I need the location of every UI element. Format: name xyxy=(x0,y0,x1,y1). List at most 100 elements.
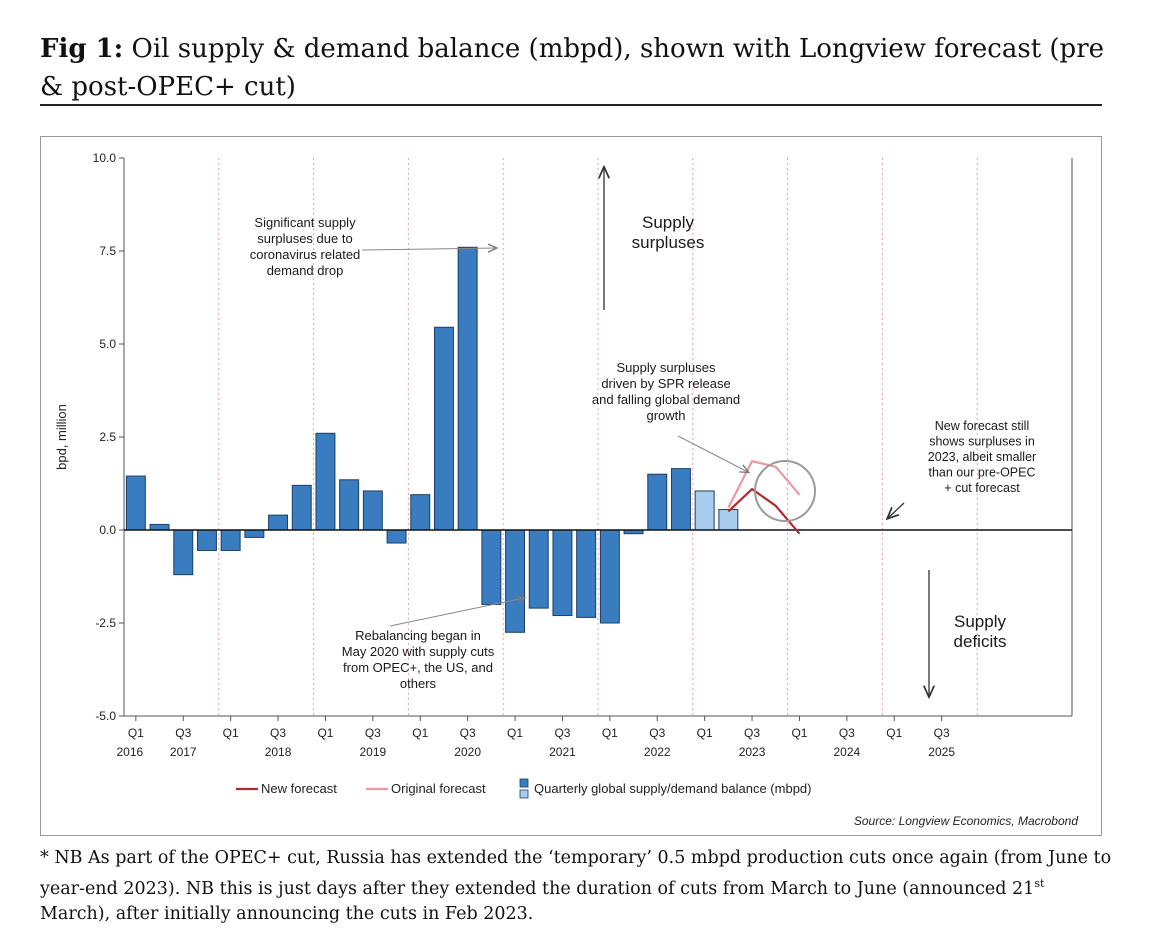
x-tick-year-label: 2018 xyxy=(265,745,292,759)
annotation-covid: surpluses due to xyxy=(257,231,352,246)
x-tick-year-label: 2017 xyxy=(170,745,197,759)
annotation-new-forecast: than our pre-OPEC xyxy=(929,466,1036,480)
annotation-supply-surpluses: surpluses xyxy=(632,233,705,252)
highlight-circle xyxy=(754,460,816,522)
y-tick-label: 10.0 xyxy=(93,151,117,165)
bar xyxy=(244,529,265,538)
annotation-spr: driven by SPR release xyxy=(601,376,730,391)
annotation-covid: coronavirus related xyxy=(250,247,361,262)
legend-label-new-forecast: New forecast xyxy=(261,781,337,796)
bar xyxy=(220,529,241,551)
annotation-rebalancing: from OPEC+, the US, and xyxy=(343,660,493,675)
annotation-rebalancing: May 2020 with supply cuts xyxy=(342,644,495,659)
bar xyxy=(505,529,526,633)
annotation-rebalancing: others xyxy=(400,676,437,691)
bar xyxy=(670,468,691,531)
x-tick-label: Q3 xyxy=(839,726,855,740)
y-tick-label: 5.0 xyxy=(99,337,116,351)
annotation-supply-surpluses: Supply xyxy=(642,213,694,232)
figure-title: Fig 1: Oil supply & demand balance (mbpd… xyxy=(40,30,1120,106)
annotation-new-forecast: 2023, albeit smaller xyxy=(928,450,1036,464)
bar xyxy=(362,490,383,531)
x-tick-label: Q1 xyxy=(223,726,239,740)
bar xyxy=(291,484,312,531)
bar xyxy=(196,529,217,551)
figure-title-text: Oil supply & demand balance (mbpd), show… xyxy=(40,34,1105,102)
annotation-supply-deficits: deficits xyxy=(954,632,1007,651)
x-tick-year-label: 2019 xyxy=(359,745,386,759)
annotation-arrow xyxy=(888,502,905,518)
x-tick-label: Q1 xyxy=(507,726,523,740)
footnote-superscript: st xyxy=(1034,877,1045,890)
annotation-rebalancing: Rebalancing began in xyxy=(355,628,481,643)
legend-label-original-forecast: Original forecast xyxy=(391,781,486,796)
annotation-new-forecast: New forecast still xyxy=(935,419,1029,433)
x-tick-year-label: 2023 xyxy=(739,745,766,759)
x-tick-label: Q3 xyxy=(365,726,381,740)
y-tick-label: 2.5 xyxy=(99,430,116,444)
x-tick-label: Q3 xyxy=(460,726,476,740)
annotation-new-forecast: + cut forecast xyxy=(944,481,1020,495)
x-tick-label: Q1 xyxy=(791,726,807,740)
bar xyxy=(647,473,668,531)
x-tick-label: Q3 xyxy=(175,726,191,740)
original-forecast-line xyxy=(727,460,801,509)
x-tick-label: Q1 xyxy=(128,726,144,740)
annotation-arrow xyxy=(361,248,496,250)
figure-label: Fig 1: xyxy=(40,34,124,64)
chart-frame xyxy=(40,136,1102,836)
bar xyxy=(552,529,573,617)
annotation-covid: Significant supply xyxy=(254,215,356,230)
annotation-spr: and falling global demand xyxy=(592,392,740,407)
x-tick-label: Q3 xyxy=(554,726,570,740)
x-tick-label: Q3 xyxy=(270,726,286,740)
x-tick-year-label: 2021 xyxy=(549,745,576,759)
bar xyxy=(433,326,454,531)
footnote: * NB As part of the OPEC+ cut, Russia ha… xyxy=(40,846,1120,927)
y-axis-label: bpd, million xyxy=(54,404,69,470)
x-tick-label: Q1 xyxy=(317,726,333,740)
bar xyxy=(576,529,597,618)
bar xyxy=(315,432,336,531)
bar xyxy=(386,529,407,544)
annotation-supply-deficits: Supply xyxy=(954,612,1006,631)
legend-swatch-bars-forecast xyxy=(519,789,529,799)
bar xyxy=(528,529,549,609)
source-note: Source: Longview Economics, Macrobond xyxy=(853,814,1078,828)
annotation-spr: growth xyxy=(646,408,685,423)
y-tick-label: 0.0 xyxy=(99,523,116,537)
footnote-text-2: March), after initially announcing the c… xyxy=(40,903,534,924)
y-tick-label: -5.0 xyxy=(95,709,116,723)
x-tick-label: Q1 xyxy=(886,726,902,740)
x-tick-label: Q1 xyxy=(602,726,618,740)
bar xyxy=(410,494,431,531)
x-tick-label: Q3 xyxy=(649,726,665,740)
x-tick-year-label: 2020 xyxy=(454,745,481,759)
bar xyxy=(339,479,360,531)
annotation-covid: demand drop xyxy=(267,263,344,278)
bar xyxy=(268,514,289,531)
x-tick-label: Q1 xyxy=(697,726,713,740)
x-tick-year-label: 2022 xyxy=(644,745,671,759)
y-tick-label: -2.5 xyxy=(95,616,116,630)
legend-swatch-bars xyxy=(519,778,529,788)
x-tick-year-label: 2016 xyxy=(116,745,143,759)
bar xyxy=(149,523,170,531)
x-tick-label: Q3 xyxy=(934,726,950,740)
x-tick-year-label: 2025 xyxy=(928,745,955,759)
title-divider xyxy=(40,104,1102,106)
annotation-new-forecast: shows surpluses in xyxy=(929,435,1035,449)
bar xyxy=(718,509,739,531)
bar xyxy=(694,490,715,531)
bar xyxy=(125,475,146,531)
footnote-text-1: * NB As part of the OPEC+ cut, Russia ha… xyxy=(40,848,1112,899)
y-tick-label: 7.5 xyxy=(99,244,116,258)
bar xyxy=(457,246,478,531)
x-tick-label: Q1 xyxy=(412,726,428,740)
bar xyxy=(173,529,194,576)
bar xyxy=(481,529,502,605)
annotation-arrow xyxy=(389,598,524,627)
legend-label-bars: Quarterly global supply/demand balance (… xyxy=(534,781,812,796)
x-tick-label: Q3 xyxy=(744,726,760,740)
